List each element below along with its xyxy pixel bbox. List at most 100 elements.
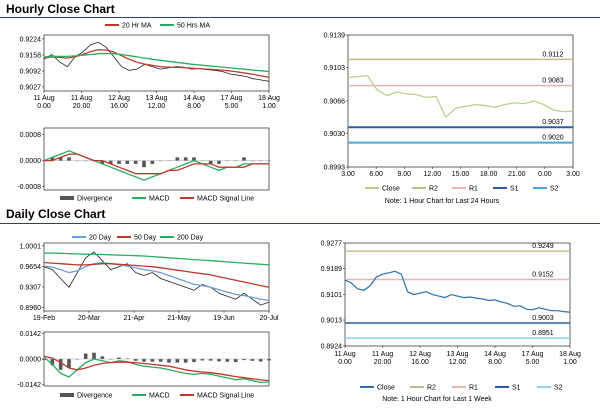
hourly-legend-20hr-ma-label: 20 Hr MA [122,23,152,30]
daily-pivot-note: Note: 1 Hour Chart for Last 1 Week [382,396,492,403]
daily-macd-divergence-bar [183,359,188,363]
daily-macd-divergence-bar [58,359,63,370]
hourly-pivot-ytick-label: 0.9030 [324,131,346,138]
hourly-pivot-close-line [347,75,574,119]
hourly-pivot-xtick-label: 3.00 [566,171,580,178]
hourly-pivot-legend-s2-label: S2 [550,186,559,193]
hourly-price-series-line [43,52,270,73]
daily-legend-20-day-label: 20 Day [89,235,112,242]
hourly-legend-macd-label: MACD [149,196,170,203]
hourly-price-xtick-label: 11 Aug 0.00 [33,95,54,110]
hourly-macd-plot-frame [43,127,270,191]
hourly-macd-divergence-bar [175,157,180,161]
daily-legend-signal-label: MACD Signal Line [197,393,254,400]
hourly-macd-divergence-bar [258,160,263,162]
hourly-macd-divergence-bar [108,160,113,164]
hourly-pivot-xtick-label: 6.00 [369,171,383,178]
daily-macd-divergence-bar [167,359,171,363]
hourly-macd-divergence-bar [233,160,238,162]
hourly-pivot-xtick-label: 18.00 [480,171,498,178]
daily-macd-divergence-bar [233,359,238,363]
hourly-pivot-legend-s1-label: S1 [510,186,519,193]
hourly-pivot-legend-r2-label: R2 [429,186,438,193]
hourly-macd-divergence-bar [267,160,271,162]
hourly-macd-divergence-bar [167,160,171,162]
daily-pivot-legend-s2-label: S2 [554,385,563,392]
daily-pivot-s2-value: 0.8951 [532,330,554,337]
hourly-price-ytick-label: 0.9092 [20,69,42,76]
hourly-pivot-xtick-label: 9.00 [397,171,411,178]
daily-pivot-xtick-label: 13 Aug 12.00 [447,351,469,366]
daily-price-xtick-label: 20-Mar [78,315,101,322]
hourly-macd-signal-line [44,153,269,175]
daily-macd-divergence-bar [192,359,196,363]
daily-macd-divergence-bar [267,359,271,361]
hourly-macd-divergence-bar [192,157,196,161]
hourly-macd-divergence-bar [242,157,246,161]
daily-pivot-s1-value: 0.9003 [532,315,554,322]
hourly-pivot-xtick-label: 21.00 [508,171,526,178]
daily-price-xtick-label: 21-Apr [123,315,145,322]
daily-price-ytick-label: 0.9654 [20,264,42,271]
hourly-legend-signal-label: MACD Signal Line [197,196,254,203]
hourly-macd-divergence-bar [117,160,121,164]
daily-pivot-legend-r1-label: R1 [469,385,478,392]
hourly-macd-divergence-bar [100,160,105,164]
daily-macd-divergence-bar [100,356,105,359]
daily-macd-divergence-bar [142,359,146,362]
daily-macd-divergence-bar [133,359,138,361]
daily-price-plot-frame [43,242,270,312]
daily-macd-divergence-bar [250,359,255,361]
hourly-price-plot-frame [43,34,270,92]
daily-pivot-xtick-label: 18 Aug 1.00 [559,351,581,366]
hourly-macd-divergence-bar [50,157,55,161]
daily-macd-divergence-bar [217,359,221,362]
daily-pivot-xtick-label: 11 Aug 0.00 [334,351,355,366]
daily-legend-divergence-label: Divergence [77,393,113,400]
hourly-macd-divergence-bar [142,160,146,168]
daily-pivot-xtick-label: 17 Aug 5.00 [522,351,544,366]
daily-pivot-legend-s1-label: S1 [512,385,521,392]
daily-pivot-xtick-label: 11 Aug 20.00 [372,351,393,366]
hourly-macd-divergence-bar [200,160,205,162]
daily-macd-divergence-bar [83,353,88,359]
hourly-pivot-legend-r1-label: R1 [469,186,478,193]
hourly-pivot-xtick-label: 0.00 [538,171,552,178]
hourly-price-xtick-label: 12 Aug 16.00 [108,95,130,110]
daily-pivot-r1-value: 0.9152 [532,271,554,278]
hourly-pivot-s2-value: 0.9020 [542,135,564,142]
hourly-price-xtick-label: 17 Aug 5.00 [221,95,243,110]
daily-macd-divergence-bar [92,352,96,359]
hourly-section-title: Hourly Close Chart [6,2,115,16]
daily-macd-divergence-bar [108,359,113,360]
hourly-pivot-note: Note: 1 Hour Chart for Last 24 Hours [385,198,500,205]
daily-macd-divergence-bar [242,359,246,361]
hourly-pivot-xtick-label: 12.00 [424,171,442,178]
hourly-pivot-ytick-label: 0.9139 [324,33,346,40]
daily-macd-divergence-bar [42,359,46,360]
daily-macd-divergence-bar [125,358,130,359]
hourly-pivot-xtick-label: 15.00 [452,171,470,178]
daily-macd-line [43,356,270,384]
hourly-macd-divergence-bar [158,160,163,162]
hourly-macd-ytick-label: 0.0000 [20,158,42,165]
hourly-macd-divergence-bar [58,157,63,161]
daily-pivot-xtick-label: 12 Aug 16.00 [409,351,431,366]
daily-pivot-xtick-label: 14 Aug 8.00 [484,351,506,366]
hourly-pivot-ytick-label: 0.9066 [324,99,346,106]
daily-section-title: Daily Close Chart [6,207,106,221]
hourly-macd-divergence-bar [217,160,221,164]
hourly-macd-divergence-bar [125,160,130,164]
daily-macd-ytick-label: 0.0000 [20,357,42,364]
daily-legend-macd-label: MACD [149,393,170,400]
hourly-macd-divergence-bar [208,160,213,164]
hourly-legend-divergence-swatch [60,196,74,200]
hourly-pivot-s1-value: 0.9037 [542,119,564,126]
daily-price-series-line [43,261,270,302]
daily-price-ytick-label: 1.0001 [20,243,42,250]
daily-macd-divergence-bar [117,357,121,359]
hourly-pivot-r1-value: 0.9083 [542,78,564,85]
daily-macd-divergence-bar [50,359,55,366]
hourly-macd-line [43,150,269,181]
